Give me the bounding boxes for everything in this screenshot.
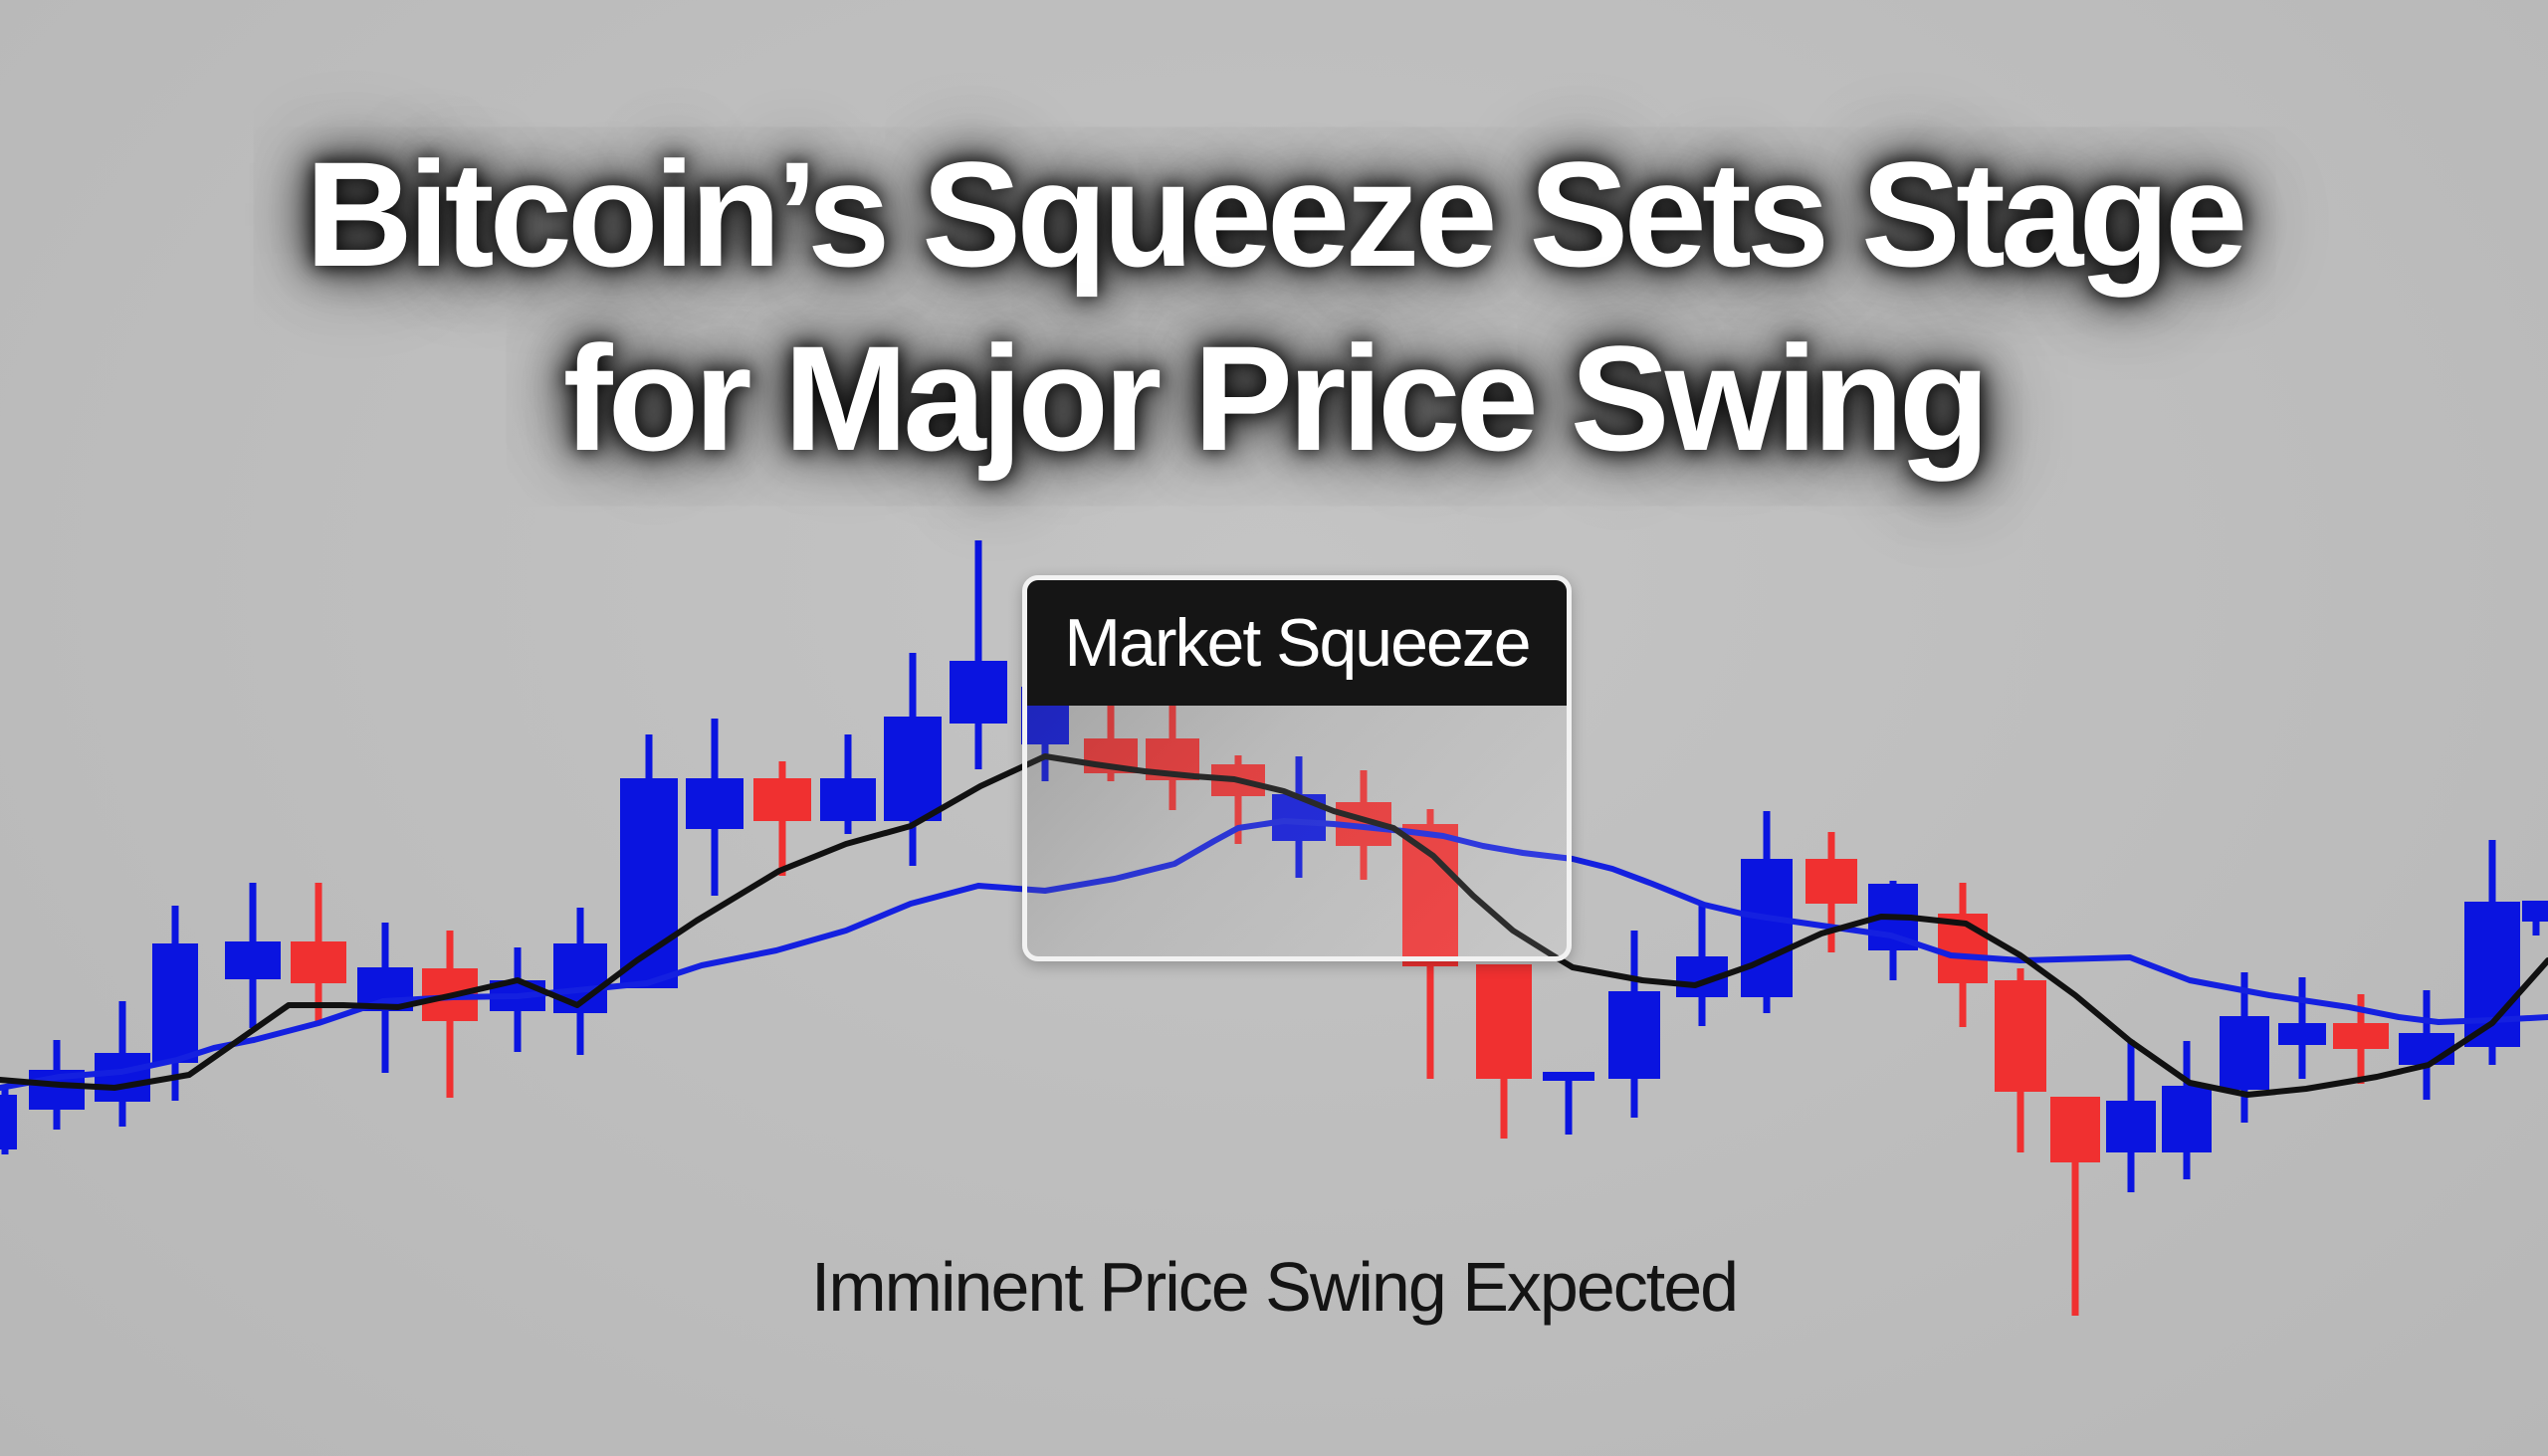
bullish-candle xyxy=(152,906,198,1101)
callout-header: Market Squeeze xyxy=(1027,580,1567,706)
bullish-candle xyxy=(95,1001,150,1127)
bullish-candle xyxy=(2106,1040,2156,1192)
candle-body xyxy=(2106,1101,2156,1152)
candle-body xyxy=(2278,1023,2326,1045)
bearish-candle xyxy=(753,761,811,876)
bullish-candle xyxy=(2278,977,2326,1079)
bullish-candle xyxy=(2162,1041,2212,1179)
bearish-candle xyxy=(1476,964,1532,1139)
bearish-candle xyxy=(2333,994,2389,1084)
candle-body xyxy=(1608,991,1660,1079)
bearish-candle xyxy=(422,931,478,1098)
candle-body xyxy=(95,1053,150,1102)
candle-body xyxy=(1995,980,2046,1092)
bullish-candle xyxy=(820,734,876,834)
candle-body xyxy=(1476,964,1532,1079)
candle-body xyxy=(620,778,678,988)
caption: Imminent Price Swing Expected xyxy=(810,1248,1739,1326)
candle-body xyxy=(152,943,198,1063)
bullish-candle xyxy=(225,883,281,1028)
candle-body xyxy=(753,778,811,821)
bullish-candle xyxy=(1608,931,1660,1118)
candle-body xyxy=(686,778,743,829)
bullish-candle xyxy=(1741,811,1793,1013)
bullish-candle xyxy=(2220,972,2269,1123)
candle-body xyxy=(2050,1097,2100,1162)
candle-body xyxy=(2333,1023,2389,1049)
bullish-candle xyxy=(950,540,1007,769)
bullish-candle xyxy=(620,734,678,988)
bullish-candle xyxy=(490,947,545,1052)
candle-body xyxy=(1741,859,1793,997)
candle-body xyxy=(820,778,876,821)
candle-body xyxy=(2162,1086,2212,1152)
bullish-candle xyxy=(2464,840,2520,1065)
bullish-candle xyxy=(686,719,743,896)
market-squeeze-callout: Market Squeeze xyxy=(1022,575,1572,961)
candle-body xyxy=(2399,1033,2454,1065)
candle-body xyxy=(950,661,1007,724)
bearish-candle xyxy=(291,883,346,1025)
candle-body xyxy=(2522,901,2548,922)
callout-label: Market Squeeze xyxy=(1064,605,1531,681)
bullish-candle xyxy=(0,1085,17,1154)
candle-body xyxy=(1543,1072,1594,1081)
headline-line-1: Bitcoin’s Squeeze Sets Stage xyxy=(305,130,2248,298)
candle-body xyxy=(884,717,942,821)
bearish-candle xyxy=(2050,1097,2100,1316)
moving-averages-layer xyxy=(0,753,2548,1098)
headline-line-2: for Major Price Swing xyxy=(562,314,1991,482)
bullish-candle xyxy=(2399,990,2454,1100)
candle-body xyxy=(291,941,346,983)
candle-body xyxy=(0,1095,17,1149)
candle-body xyxy=(1805,859,1857,904)
bullish-candle xyxy=(2522,901,2548,936)
bullish-candle xyxy=(1543,1072,1594,1135)
fast-moving-average-line xyxy=(0,753,2548,1098)
candle-body xyxy=(1402,824,1458,966)
candle-body xyxy=(2220,1016,2269,1090)
bullish-candle xyxy=(1676,906,1728,1026)
bullish-candle xyxy=(553,908,607,1055)
candle-body xyxy=(225,941,281,979)
bearish-candle xyxy=(1995,968,2046,1152)
bullish-candle xyxy=(884,653,942,866)
